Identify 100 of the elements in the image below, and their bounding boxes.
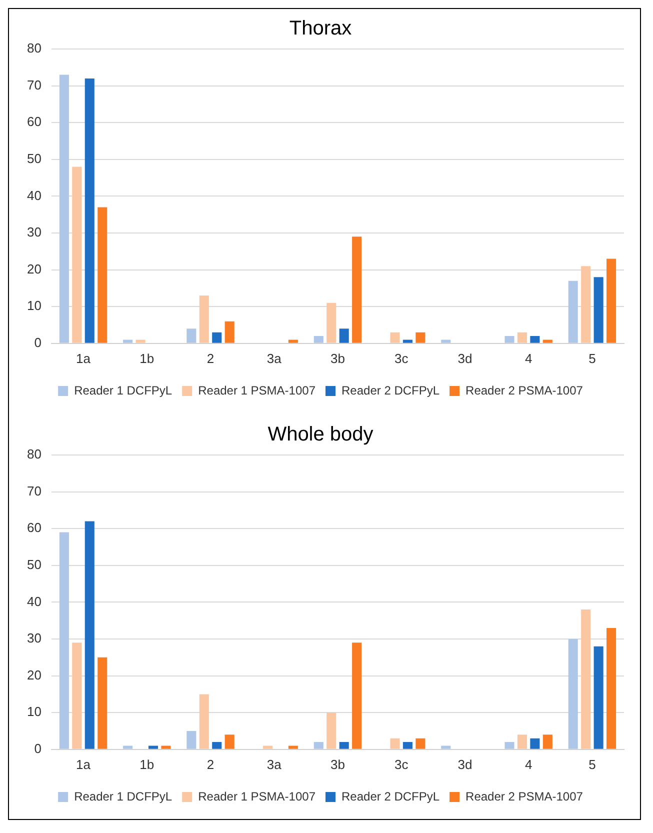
bar bbox=[288, 340, 298, 343]
bar bbox=[59, 532, 69, 749]
bar bbox=[161, 746, 171, 749]
bar bbox=[402, 742, 412, 749]
x-tick-label: 4 bbox=[524, 350, 532, 366]
bar bbox=[416, 332, 426, 343]
bar bbox=[568, 639, 578, 749]
x-tick-label: 1b bbox=[140, 350, 154, 366]
bar bbox=[542, 734, 552, 749]
bar bbox=[314, 336, 324, 343]
bar bbox=[224, 734, 234, 749]
bar bbox=[326, 302, 336, 343]
bar bbox=[352, 236, 362, 343]
x-tick-label: 3b bbox=[330, 350, 345, 366]
legend-label: Reader 2 DCFPyL bbox=[342, 789, 440, 804]
y-tick-label: 20 bbox=[26, 667, 42, 682]
x-tick-label: 3c bbox=[394, 350, 409, 366]
bar bbox=[212, 742, 222, 749]
bar bbox=[98, 657, 108, 749]
bar bbox=[441, 340, 451, 343]
bar bbox=[517, 332, 527, 343]
bar bbox=[224, 321, 234, 343]
bar bbox=[402, 340, 412, 343]
bar bbox=[517, 734, 527, 749]
x-tick-label: 3b bbox=[330, 756, 345, 772]
x-tick-label: 5 bbox=[588, 350, 596, 366]
bar bbox=[530, 336, 540, 343]
bar bbox=[136, 340, 146, 343]
legend-label: Reader 1 PSMA-1007 bbox=[198, 383, 316, 398]
bar bbox=[542, 340, 552, 343]
bar bbox=[594, 277, 604, 343]
bar bbox=[530, 738, 540, 749]
y-tick-label: 20 bbox=[26, 261, 42, 276]
bar bbox=[148, 746, 158, 749]
x-tick-label: 4 bbox=[524, 756, 532, 772]
y-tick-label: 30 bbox=[26, 224, 42, 240]
bar bbox=[288, 746, 298, 749]
bar bbox=[123, 746, 133, 749]
y-tick-label: 70 bbox=[26, 483, 42, 498]
bar bbox=[212, 332, 222, 343]
y-tick-label: 0 bbox=[34, 740, 42, 756]
y-tick-label: 10 bbox=[26, 298, 42, 314]
bar bbox=[339, 328, 349, 343]
x-tick-label: 5 bbox=[588, 756, 596, 772]
bar bbox=[568, 280, 578, 343]
bar bbox=[606, 628, 616, 749]
bar bbox=[390, 332, 400, 343]
bar bbox=[84, 521, 94, 749]
bar bbox=[504, 336, 514, 343]
legend-label: Reader 2 PSMA-1007 bbox=[466, 383, 584, 398]
x-tick-label: 3c bbox=[394, 756, 409, 772]
bar bbox=[59, 74, 69, 343]
legend-label: Reader 2 DCFPyL bbox=[342, 383, 440, 398]
y-tick-label: 80 bbox=[26, 40, 42, 56]
bar bbox=[416, 738, 426, 749]
x-tick-label: 3d bbox=[458, 350, 472, 366]
bar bbox=[98, 207, 108, 343]
y-tick-label: 10 bbox=[26, 704, 42, 720]
x-tick-label: 1b bbox=[140, 756, 154, 772]
chart-title: Whole body bbox=[268, 424, 374, 446]
x-tick-label: 3a bbox=[266, 756, 282, 772]
bar bbox=[581, 266, 591, 343]
x-tick-label: 3d bbox=[458, 756, 472, 772]
bar bbox=[186, 328, 196, 343]
bar bbox=[581, 610, 591, 749]
bar bbox=[72, 642, 82, 749]
y-tick-label: 50 bbox=[26, 556, 42, 572]
y-tick-label: 80 bbox=[26, 446, 42, 462]
x-tick-label: 2 bbox=[206, 350, 214, 366]
bar bbox=[352, 642, 362, 749]
legend-label: Reader 2 PSMA-1007 bbox=[466, 789, 584, 804]
y-tick-label: 60 bbox=[26, 114, 42, 130]
y-tick-label: 40 bbox=[26, 594, 42, 609]
legend-label: Reader 1 DCFPyL bbox=[74, 383, 172, 398]
bar bbox=[339, 742, 349, 749]
bar bbox=[72, 166, 82, 343]
bar bbox=[504, 742, 514, 749]
bar bbox=[314, 742, 324, 749]
bar bbox=[441, 746, 451, 749]
bar bbox=[606, 258, 616, 343]
y-tick-label: 40 bbox=[26, 188, 42, 203]
bar bbox=[199, 694, 209, 749]
chart-title: Thorax bbox=[289, 18, 352, 40]
bar bbox=[123, 340, 133, 343]
bar bbox=[84, 78, 94, 343]
legend-label: Reader 1 PSMA-1007 bbox=[198, 789, 316, 804]
bar bbox=[594, 646, 604, 749]
y-tick-label: 0 bbox=[34, 334, 42, 350]
legend-label: Reader 1 DCFPyL bbox=[74, 789, 172, 804]
bar bbox=[262, 746, 273, 749]
x-tick-label: 2 bbox=[206, 756, 214, 772]
x-tick-label: 1a bbox=[76, 350, 92, 366]
bar bbox=[199, 296, 209, 343]
bar bbox=[326, 712, 336, 749]
x-tick-label: 1a bbox=[76, 756, 92, 772]
bar bbox=[186, 731, 196, 749]
bar bbox=[390, 738, 400, 749]
y-tick-label: 70 bbox=[26, 77, 42, 92]
y-tick-label: 50 bbox=[26, 150, 42, 166]
x-tick-label: 3a bbox=[266, 350, 282, 366]
